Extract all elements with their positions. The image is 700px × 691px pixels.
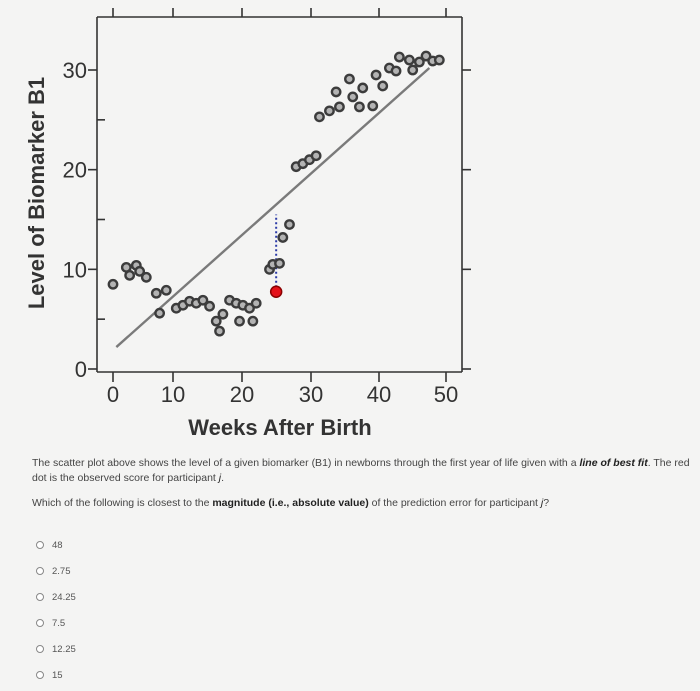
data-point: [370, 69, 382, 81]
data-point: [433, 54, 445, 66]
data-point: [330, 86, 342, 98]
data-point: [277, 232, 289, 243]
data-point: [347, 91, 359, 103]
plot-frame: [96, 16, 463, 373]
y-tick-labels: 0 10 20 30: [63, 58, 87, 382]
data-point: [247, 315, 259, 327]
x-tick-label: 0: [107, 382, 119, 407]
option-24-25[interactable]: 24.25: [36, 584, 696, 610]
data-point: [134, 265, 146, 277]
question-text: The scatter plot above shows the level o…: [32, 456, 692, 521]
x-tick-label: 40: [367, 382, 391, 407]
question-prompt: Which of the following is closest to the…: [32, 496, 692, 511]
data-point: [140, 271, 152, 283]
y-tick-label: 10: [63, 257, 87, 282]
participant-var: j: [540, 497, 544, 509]
y-axis-title: Level of Biomarker B1: [24, 77, 49, 309]
data-point: [403, 54, 415, 66]
data-point: [274, 257, 285, 269]
data-point: [344, 73, 355, 85]
y-tick-label: 20: [63, 158, 87, 183]
data-point: [413, 56, 425, 68]
option-2-75[interactable]: 2.75: [36, 558, 696, 584]
data-point: [334, 101, 345, 113]
x-tick-labels: 0 10 20 30 40 50: [107, 382, 458, 407]
data-point: [324, 105, 335, 117]
x-axis-title: Weeks After Birth: [188, 415, 371, 440]
y-tick-label: 0: [75, 357, 87, 382]
data-point: [107, 278, 119, 290]
option-label: 2.75: [52, 565, 71, 577]
data-point: [250, 297, 262, 309]
prompt-part: ?: [543, 497, 550, 509]
option-label: 7.5: [52, 617, 66, 629]
data-point: [367, 100, 379, 112]
y-tick-label: 30: [63, 58, 87, 83]
x-tick-label: 50: [434, 382, 458, 407]
option-label: 48: [52, 539, 63, 551]
radio-button[interactable]: [36, 645, 44, 653]
data-point: [160, 284, 172, 296]
option-48[interactable]: 48: [36, 532, 696, 558]
x-tick-label: 30: [299, 382, 323, 407]
axis-ticks: [88, 8, 471, 382]
prompt-part: of the prediction error for participant: [368, 497, 541, 509]
participant-var: j: [218, 472, 222, 484]
desc-part: . The red dot is the observed score for …: [32, 457, 690, 484]
data-point: [390, 65, 402, 77]
data-points: [107, 50, 445, 337]
data-point: [407, 64, 419, 76]
radio-button[interactable]: [36, 671, 44, 679]
data-point: [197, 294, 209, 306]
data-point: [314, 111, 325, 123]
x-tick-label: 10: [161, 382, 185, 407]
data-point: [234, 315, 245, 327]
option-15[interactable]: 15: [36, 662, 696, 688]
data-point: [154, 307, 166, 319]
data-point: [377, 80, 389, 92]
data-point: [393, 51, 405, 63]
question-description: The scatter plot above shows the level o…: [32, 456, 692, 486]
best-fit-emphasis: line of best fit: [579, 457, 648, 469]
data-point: [357, 82, 369, 94]
option-12-25[interactable]: 12.25: [36, 636, 696, 662]
radio-button[interactable]: [36, 541, 44, 549]
magnitude-emphasis: magnitude (i.e., absolute value): [212, 497, 369, 509]
radio-button[interactable]: [36, 619, 44, 627]
data-point: [124, 269, 136, 281]
data-point: [150, 287, 162, 299]
option-label: 24.25: [52, 591, 76, 603]
data-point: [210, 315, 222, 327]
participant-j-point: [269, 285, 283, 299]
x-tick-label: 20: [230, 382, 254, 407]
option-7-5[interactable]: 7.5: [36, 610, 696, 636]
option-label: 12.25: [52, 643, 76, 655]
radio-button[interactable]: [36, 593, 44, 601]
data-point: [214, 325, 225, 337]
data-point: [217, 308, 229, 320]
desc-part: .: [221, 472, 225, 484]
option-label: 15: [52, 669, 63, 681]
line-of-best-fit: [115, 67, 431, 348]
data-point: [204, 300, 215, 312]
radio-button[interactable]: [36, 567, 44, 575]
answer-options: 48 2.75 24.25 7.5 12.25 15: [36, 532, 696, 688]
prompt-part: Which of the following is closest to the: [32, 497, 213, 509]
desc-part: The scatter plot above shows the level o…: [32, 457, 580, 469]
data-point: [284, 219, 295, 230]
scatter-chart: 0 10 20 30 40 50 0 10 20 30 Weeks After Birth Le…: [24, 8, 471, 440]
data-point: [310, 150, 322, 162]
data-point: [354, 101, 365, 113]
